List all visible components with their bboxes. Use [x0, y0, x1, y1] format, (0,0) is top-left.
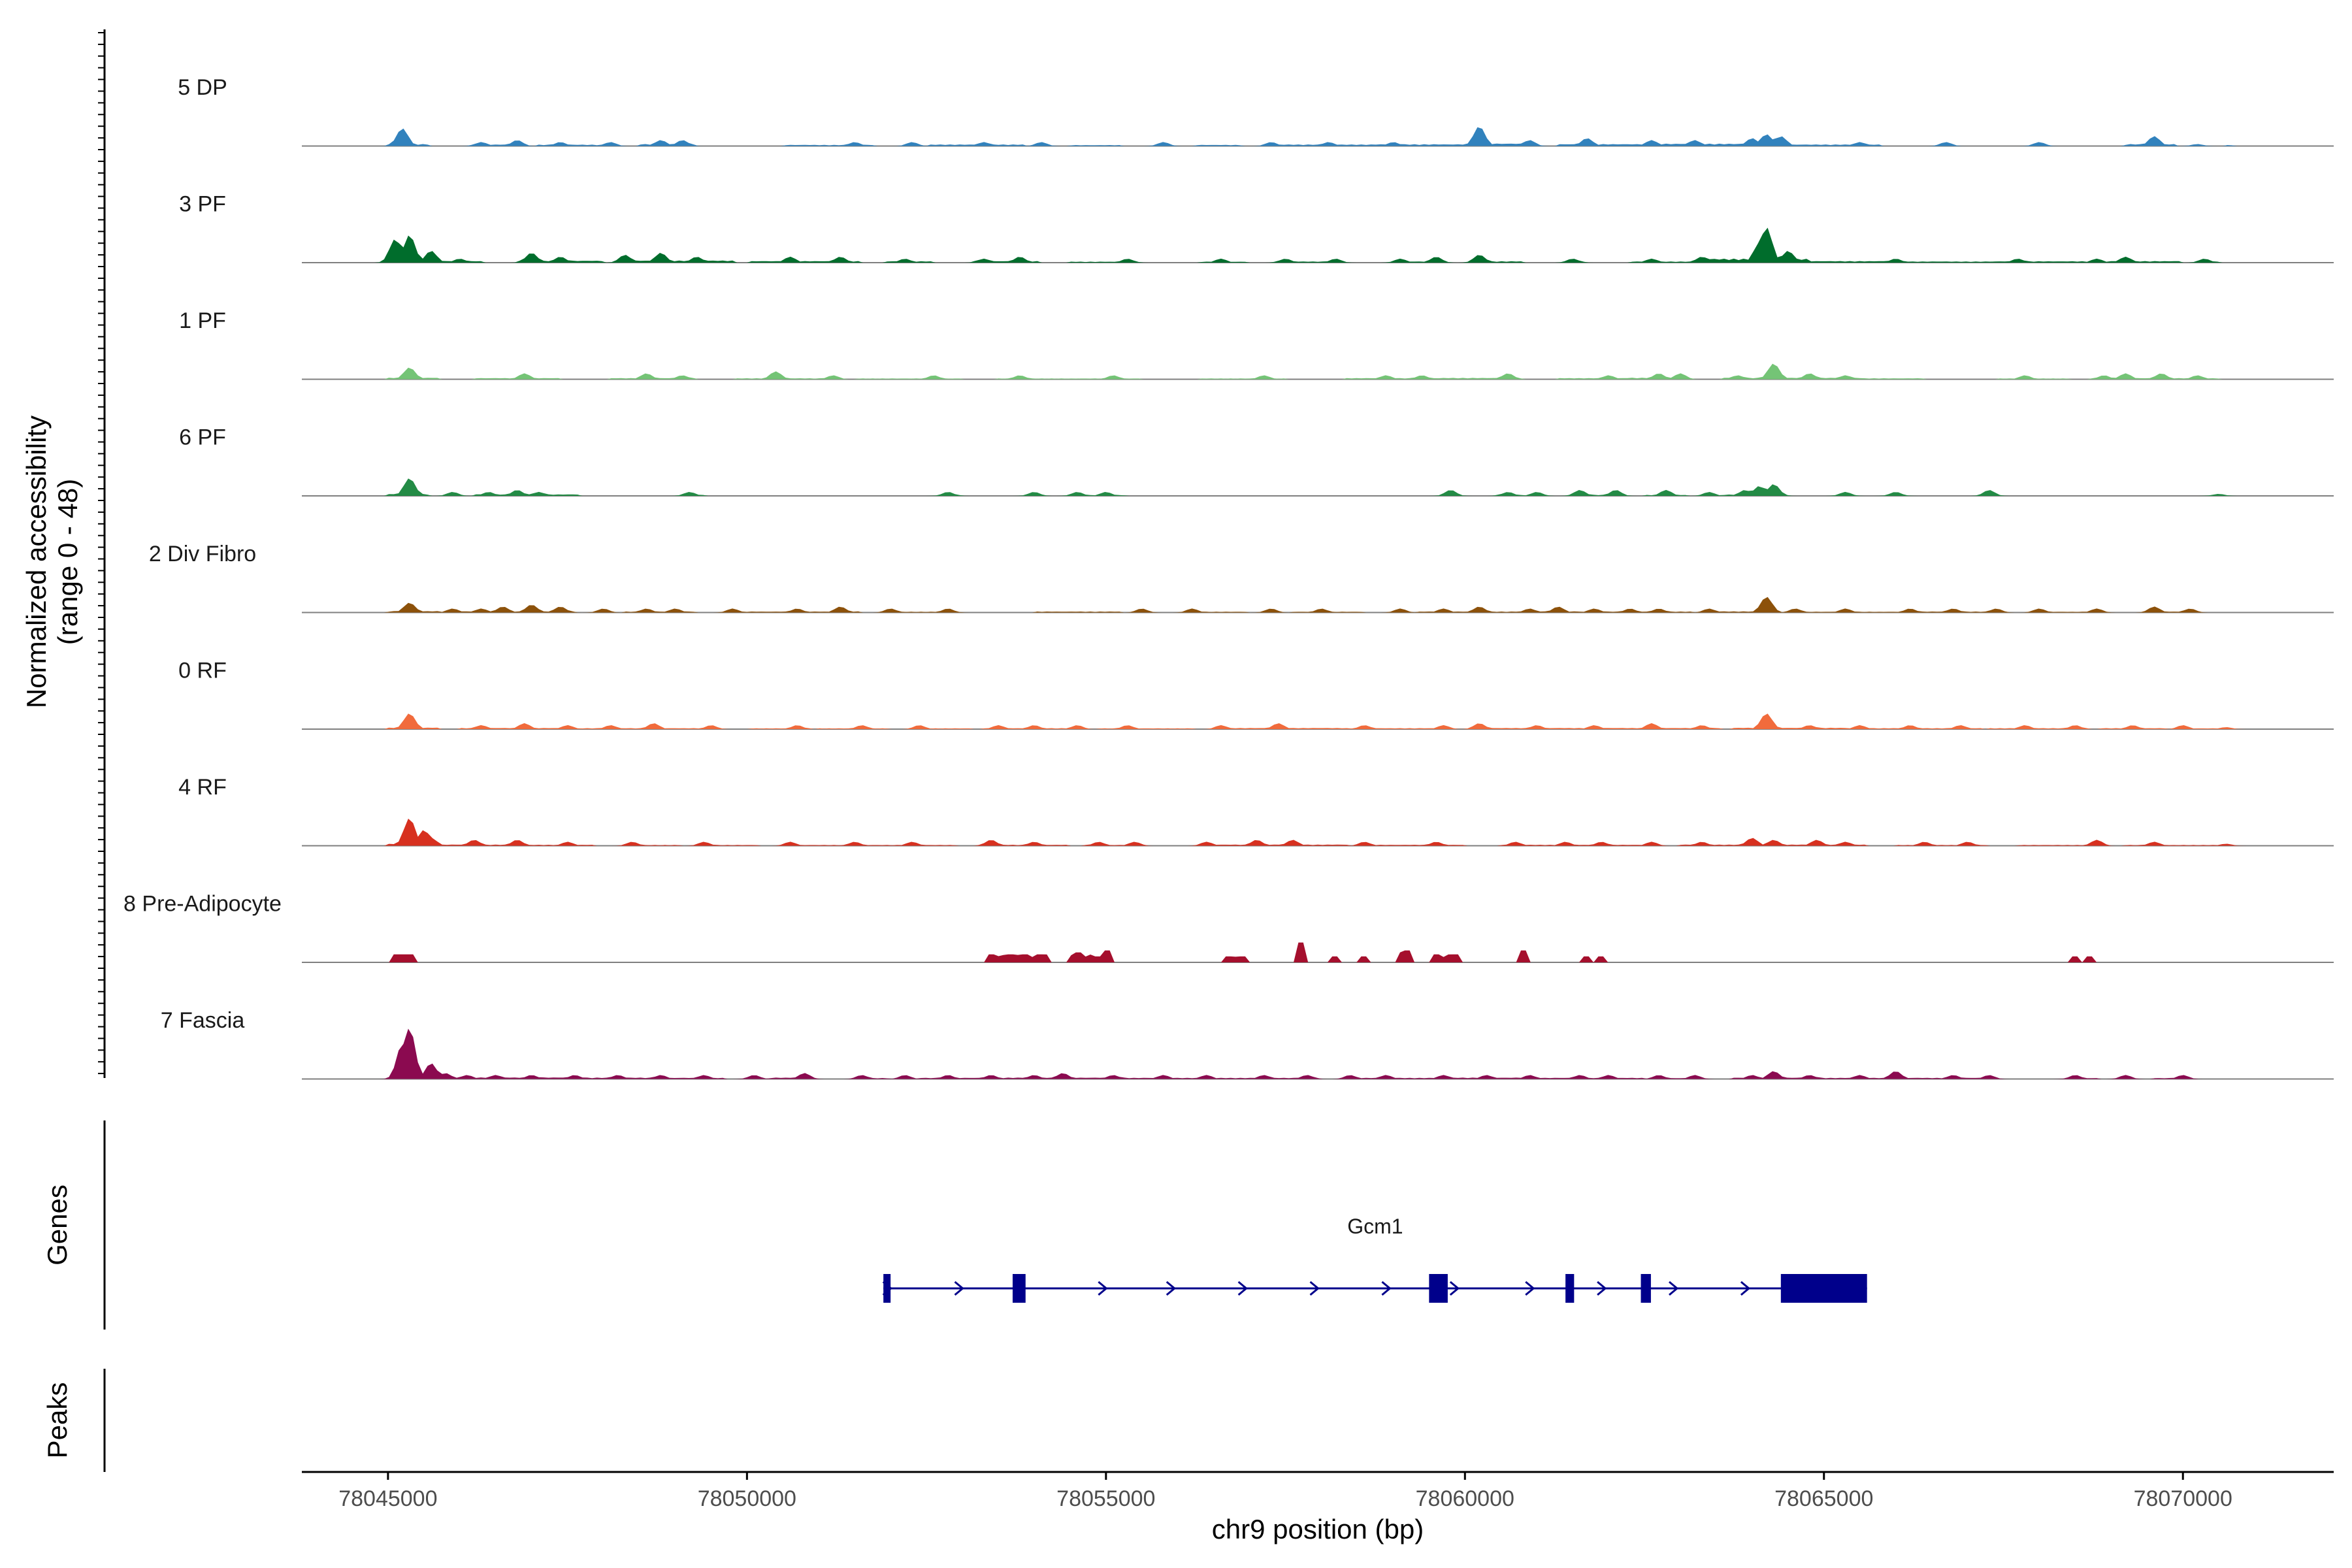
x-tick-label: 78060000	[1416, 1486, 1514, 1511]
track-5-dp: 5 DP	[178, 75, 2334, 147]
genes-track-label: Genes	[42, 1184, 73, 1266]
track-1-pf: 1 PF	[179, 308, 2334, 380]
x-tick-label: 78045000	[338, 1486, 437, 1511]
track-label: 5 DP	[178, 75, 227, 100]
y-axis-ticks	[98, 32, 105, 1075]
track-label: 7 Fascia	[161, 1008, 245, 1033]
track-0-rf: 0 RF	[178, 659, 2334, 730]
x-tick-label: 78050000	[698, 1486, 796, 1511]
strand-arrow	[1237, 1281, 1248, 1296]
track-label: 8 Pre-Adipocyte	[123, 892, 282, 917]
track-4-rf: 4 RF	[178, 775, 2334, 847]
track-3-pf: 3 PF	[179, 192, 2334, 263]
coverage-area	[302, 942, 2334, 962]
strand-arrow	[954, 1281, 964, 1296]
track-7-fascia: 7 Fascia	[161, 1008, 2334, 1080]
x-axis-ticks: 78045000 78050000 78055000 78060000 78065000…	[338, 1472, 2232, 1511]
gene-annotation: Gcm1	[882, 1215, 1867, 1303]
y-axis-title-line1: Normalized accessibility	[21, 416, 52, 708]
strand-arrow	[1381, 1281, 1392, 1296]
x-tick-label: 78055000	[1056, 1486, 1155, 1511]
track-8-pre-adipocyte: 8 Pre-Adipocyte	[123, 892, 2334, 963]
gene-exon	[1429, 1274, 1448, 1303]
track-label: 6 PF	[179, 425, 226, 450]
coverage-area	[302, 819, 2334, 846]
coverage-tracks: 5 DP 3 PF 1 PF 6 PF 2 Div Fibro 0 RF 4 RF 8 Pre…	[123, 75, 2334, 1080]
gene-label: Gcm1	[1347, 1215, 1403, 1238]
strand-arrow	[1098, 1281, 1108, 1296]
strand-arrow	[1740, 1281, 1751, 1296]
strand-arrow	[1669, 1281, 1679, 1296]
strand-arrow	[882, 1281, 892, 1296]
coverage-area	[302, 596, 2334, 613]
track-label: 2 Div Fibro	[149, 542, 256, 566]
x-axis-title: chr9 position (bp)	[1212, 1514, 1424, 1544]
coverage-area	[302, 713, 2334, 729]
gene-exon	[1012, 1274, 1026, 1303]
y-axis-title-line2: (range 0 - 48)	[52, 479, 83, 645]
coverage-area	[302, 478, 2334, 496]
coverage-area	[302, 363, 2334, 380]
track-6-pf: 6 PF	[179, 425, 2334, 497]
x-tick-label: 78070000	[2134, 1486, 2232, 1511]
gene-exon	[883, 1274, 891, 1303]
x-tick-label: 78065000	[1774, 1486, 1873, 1511]
peaks-track-label: Peaks	[42, 1382, 73, 1459]
track-label: 3 PF	[179, 192, 226, 217]
track-label: 1 PF	[179, 308, 226, 333]
coverage-area	[302, 127, 2334, 146]
gene-exon	[1780, 1274, 1867, 1303]
strand-arrow	[1166, 1281, 1177, 1296]
y-axis-title: Normalized accessibility (range 0 - 48)	[21, 416, 83, 708]
track-2-div-fibro: 2 Div Fibro	[149, 542, 2334, 613]
coverage-area	[302, 1028, 2334, 1079]
coverage-area	[302, 227, 2334, 263]
strand-arrow	[1597, 1281, 1607, 1296]
track-label: 0 RF	[178, 659, 227, 683]
gene-exon	[1641, 1274, 1651, 1303]
track-label: 4 RF	[178, 775, 227, 800]
strand-arrow	[1525, 1281, 1535, 1296]
gene-exon	[1565, 1274, 1575, 1303]
strand-arrow	[1309, 1281, 1320, 1296]
strand-arrow	[1449, 1281, 1460, 1296]
